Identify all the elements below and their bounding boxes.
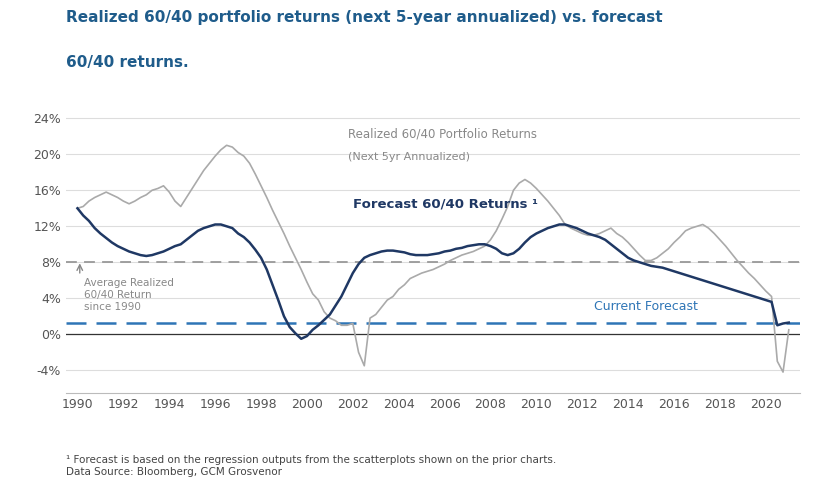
- Text: Current Forecast: Current Forecast: [594, 300, 698, 313]
- Text: Realized 60/40 portfolio returns (next 5-year annualized) vs. forecast: Realized 60/40 portfolio returns (next 5…: [66, 10, 662, 24]
- Text: (Next 5yr Annualized): (Next 5yr Annualized): [348, 152, 470, 162]
- Text: 60/40 returns.: 60/40 returns.: [66, 55, 189, 70]
- Text: Forecast 60/40 Returns ¹: Forecast 60/40 Returns ¹: [353, 197, 538, 210]
- Text: Average Realized
60/40 Return
since 1990: Average Realized 60/40 Return since 1990: [84, 278, 174, 312]
- Text: Data Source: Bloomberg, GCM Grosvenor: Data Source: Bloomberg, GCM Grosvenor: [66, 467, 282, 477]
- Text: ¹ Forecast is based on the regression outputs from the scatterplots shown on the: ¹ Forecast is based on the regression ou…: [66, 455, 556, 465]
- Text: Realized 60/40 Portfolio Returns: Realized 60/40 Portfolio Returns: [348, 128, 537, 141]
